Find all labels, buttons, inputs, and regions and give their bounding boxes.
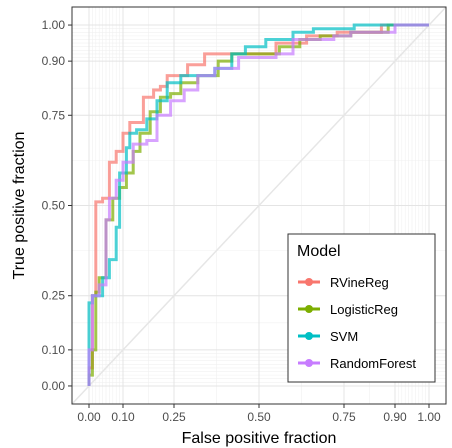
legend-items: RVineReg LogisticReg SVM RandomForest: [298, 275, 416, 371]
legend-title: Model: [297, 243, 341, 260]
y-tick-label: 0.25: [42, 289, 66, 303]
x-tick-label: 0.00: [77, 410, 101, 424]
legend-label: RandomForest: [330, 356, 416, 371]
legend-key-point: [305, 332, 313, 340]
series-line-randomforest: [87, 23, 429, 386]
x-axis-title: False positive fraction: [182, 430, 337, 447]
legend-key-point: [305, 305, 313, 313]
y-tick-label: 0.90: [42, 54, 66, 68]
legend-label: LogisticReg: [330, 302, 398, 317]
y-tick-label: 0.00: [42, 379, 66, 393]
x-tick-label: 0.75: [332, 410, 356, 424]
axis-ticks: 0.00 0.10 0.25 0.50 0.75 0.90 1.00 0.00 0.10 0.25…: [42, 18, 441, 424]
diagonal-reference-line: [71, 6, 447, 405]
y-tick-label: 0.10: [42, 343, 66, 357]
legend: Model RVineReg LogisticReg SVM RandomForest: [287, 233, 436, 383]
legend-label: RVineReg: [330, 275, 389, 290]
y-tick-label: 1.00: [42, 18, 66, 32]
roc-curves: [87, 23, 429, 386]
x-tick-label: 0.10: [111, 410, 135, 424]
y-axis-title: True positive fraction: [11, 132, 28, 280]
legend-key-point: [305, 278, 313, 286]
x-tick-label: 0.90: [383, 410, 407, 424]
y-tick-label: 0.75: [42, 108, 66, 122]
y-tick-label: 0.50: [42, 199, 66, 213]
legend-key-point: [305, 359, 313, 367]
series-line-rvinereg: [87, 23, 429, 386]
x-tick-label: 1.00: [417, 410, 441, 424]
x-tick-label: 0.50: [247, 410, 271, 424]
legend-label: SVM: [330, 329, 358, 344]
x-tick-label: 0.25: [162, 410, 186, 424]
